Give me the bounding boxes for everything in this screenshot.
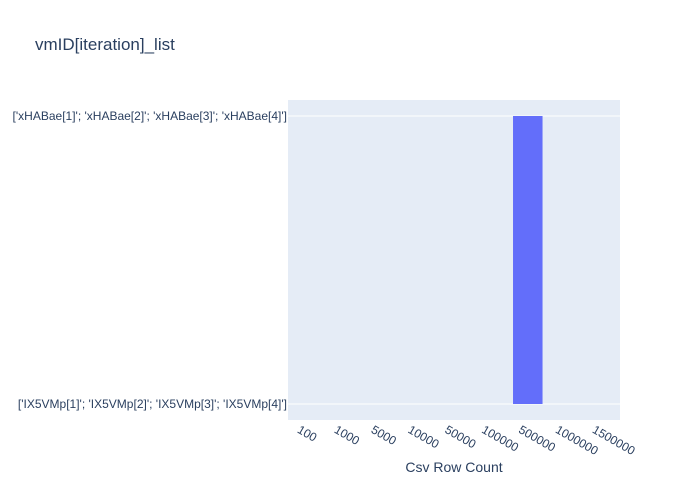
x-tick-label: 500000 [516,422,558,454]
x-tick-label: 5000 [369,422,399,448]
y-tick-labels: ['IX5VMp[1]'; 'IX5VMp[2]'; 'IX5VMp[3]'; … [13,109,287,411]
x-tick-label: 10000 [406,422,442,451]
plot-area [288,100,620,420]
y-tick-label: ['xHABae[1]'; 'xHABae[2]'; 'xHABae[3]'; … [13,109,287,123]
chart-title: vmID[iteration]_list [35,35,175,54]
bar-500000 [513,116,543,404]
x-tick-label: 100 [295,422,320,444]
grid-layer [288,115,620,405]
x-tick-label: 50000 [443,422,479,451]
x-tick-label: 100000 [479,422,521,454]
bar-layer [513,116,543,404]
x-axis-title: Csv Row Count [405,459,502,475]
x-tick-label: 1000 [332,422,362,448]
x-tick-labels: 100 1000 5000 10000 50000 1000005000001000000… [295,422,638,458]
y-tick-label: ['IX5VMp[1]'; 'IX5VMp[2]'; 'IX5VMp[3]'; … [18,397,287,411]
x-tick-label: 1500000 [590,422,638,458]
